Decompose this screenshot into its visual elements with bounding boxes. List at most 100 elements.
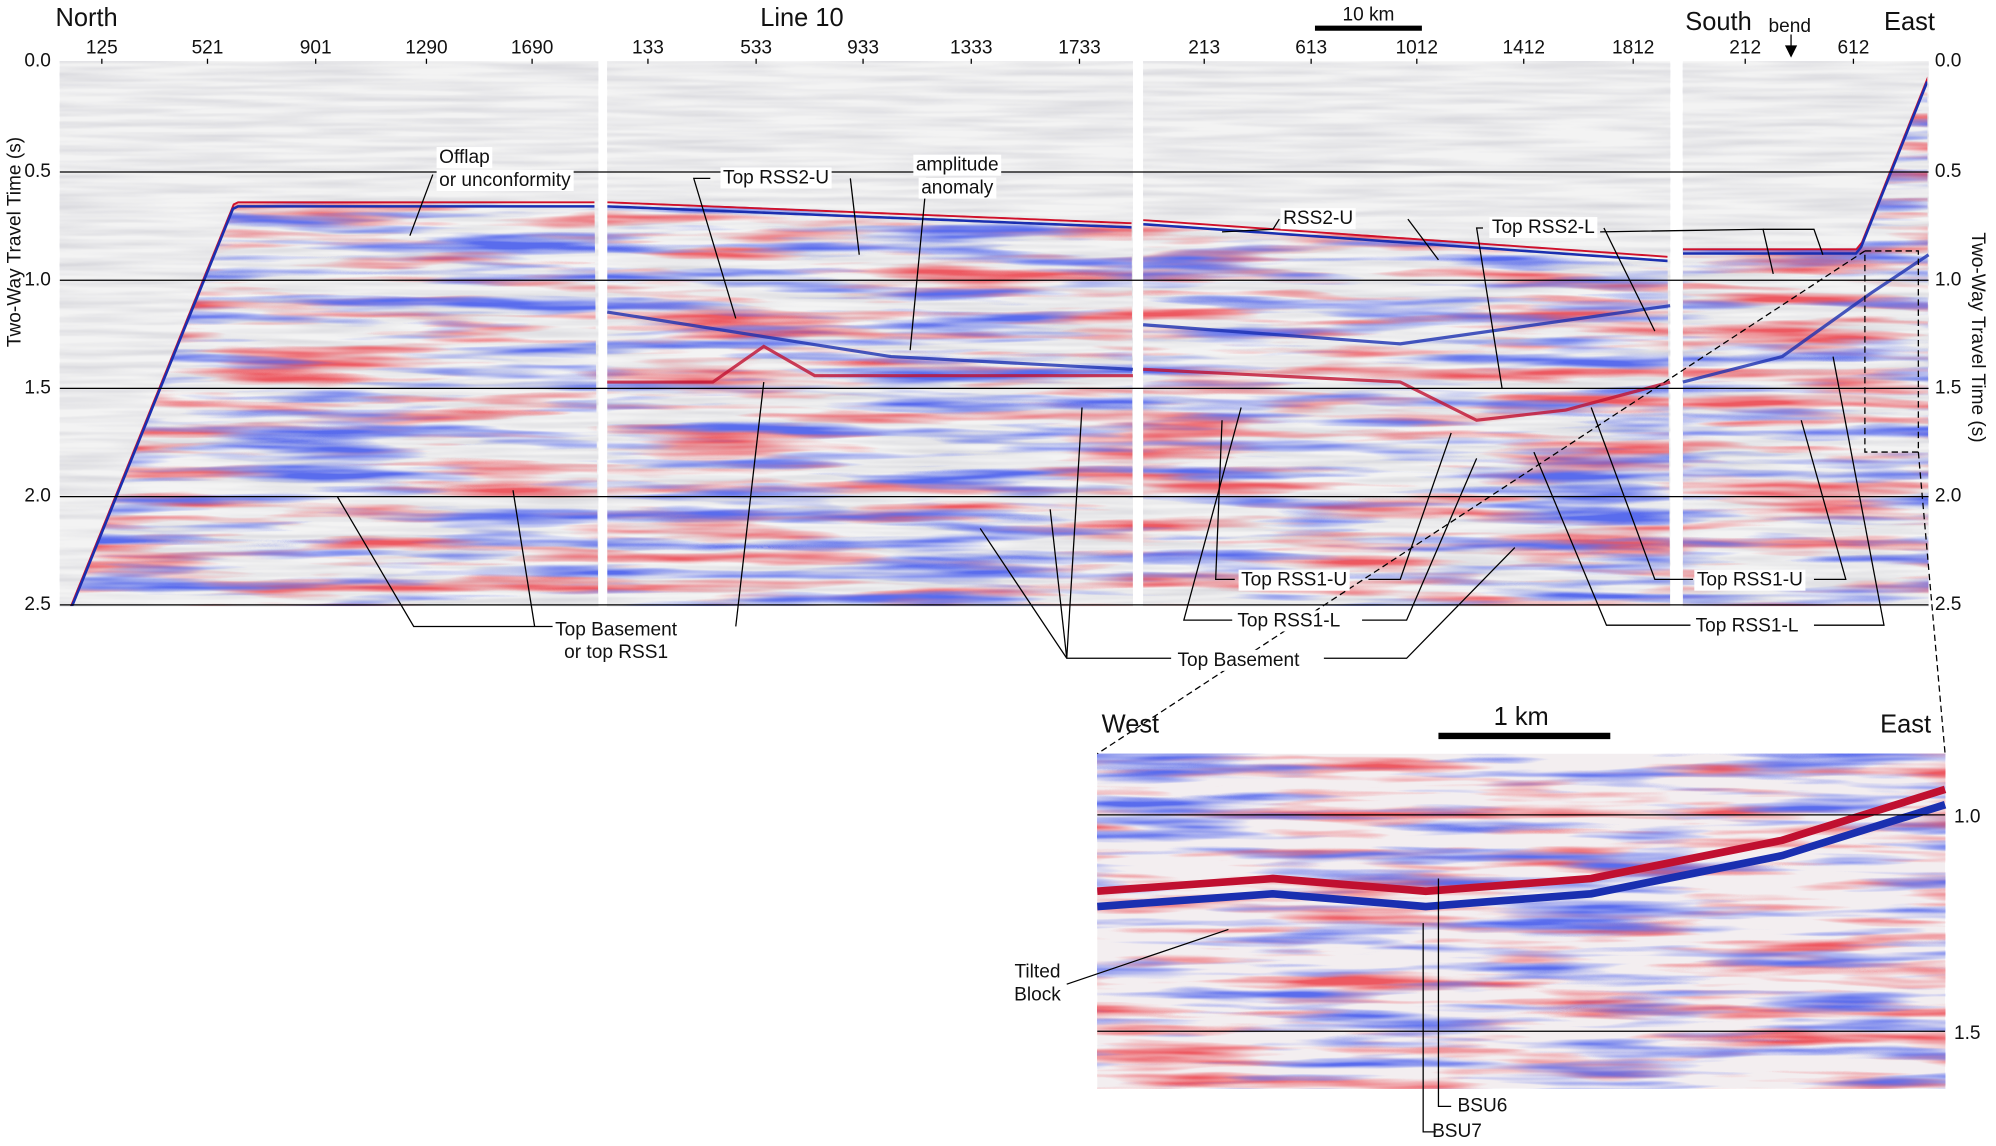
leader [1183,407,1242,621]
leader [1407,218,1439,261]
annotation: or unconformity [439,170,571,191]
annotation: Top RSS1-L [1696,616,1799,637]
label-bg [1694,569,1806,591]
horizon [1142,304,1671,346]
cdp-label: 1733 [1058,38,1100,59]
y-tick-label: 0.0 [24,50,51,71]
leader [1603,227,1656,332]
y-tick-label: 0.5 [24,161,51,182]
label-bg [1489,217,1598,239]
leader [336,496,561,628]
cdp-label: 1690 [511,38,553,59]
leader [1368,432,1452,581]
leader [1437,878,1452,1108]
annotation: Top RSS1-U [1241,570,1347,591]
inset-header: West [1102,710,1159,738]
annotation: Top RSS1-U [1697,570,1803,591]
leader [512,490,536,627]
cdp-label: 125 [86,38,118,59]
inset-blue [1097,753,1946,1089]
y-tick-label: 1.0 [1935,269,1962,290]
header-label: 10 km [1342,4,1394,25]
cdp-label: 212 [1729,38,1761,59]
inset-header: East [1880,710,1931,738]
horizon [1143,367,1671,422]
cdp-label: 933 [847,38,879,59]
leader [1800,420,1847,581]
header-label: bend [1769,16,1811,37]
inset-label: Tilted [1014,962,1060,983]
label-bg [1280,208,1356,230]
annotation: anomaly [921,178,994,199]
bend-arrow [1784,34,1798,58]
horizon [606,310,1134,371]
cdp-label: 901 [300,38,332,59]
y-tick-label: 0.5 [1935,161,1962,182]
annotation: Top Basement [555,619,678,640]
header-label: East [1884,8,1935,36]
seafloor [607,205,1132,229]
annotation: or top RSS1 [564,642,668,663]
leader [1049,509,1068,659]
leader [1533,451,1691,626]
label-bg [1238,569,1350,591]
label-bg [913,154,1002,176]
label-bg [1234,610,1343,632]
horizon [1097,785,1947,896]
annotation: Top RSS1-L [1237,610,1340,631]
y-tick-label: 1.5 [1935,377,1962,398]
cdp-label: 1333 [950,38,992,59]
leader [1222,218,1280,233]
leader [1813,356,1885,626]
horizon [1682,253,1930,384]
annotation: Top RSS2-U [723,167,829,188]
inset-tick: 1.0 [1954,806,1981,827]
seafloor [59,205,595,607]
leader [849,178,860,255]
cdp-label: 613 [1295,38,1327,59]
label-bg [552,619,681,641]
annotation: Offlap [439,147,490,168]
y-tick-label: 2.0 [1935,486,1962,507]
cdp-label: 612 [1838,38,1870,59]
y-tick-label: 2.0 [24,486,51,507]
y-tick-label: 2.5 [1935,594,1962,615]
annotation: RSS2-U [1283,208,1353,229]
leader [409,174,434,236]
seafloor [607,201,1132,225]
seafloor [1143,222,1668,263]
header-label: Line 10 [760,4,843,32]
inset-tick: 1.5 [1954,1023,1981,1044]
y-axis-title: Two-Way Travel Time (s) [4,137,25,347]
header-label: South [1685,8,1751,36]
cdp-label: 1412 [1503,38,1545,59]
leader [1362,458,1478,621]
cdp-label: 213 [1188,38,1220,59]
inset-label: BSU7 [1432,1121,1482,1142]
cdp-label: 133 [632,38,664,59]
cdp-label: 521 [192,38,224,59]
leader [1763,228,1824,255]
inset-label: Block [1014,985,1061,1006]
leader [1066,407,1083,659]
label-bg [1693,615,1802,637]
inset-label: BSU6 [1458,1095,1508,1116]
y-tick-label: 0.0 [1935,50,1962,71]
annotation: Top Basement [1177,650,1300,671]
y-tick-label: 1.0 [24,269,51,290]
inset-outline [1864,250,1919,453]
leader [1422,923,1436,1133]
leader [1215,420,1235,581]
annotation: amplitude [916,155,999,176]
horizon [1097,801,1947,911]
blue-noise [1143,219,1671,607]
leader [735,381,765,627]
leader [1475,227,1503,389]
label-bg [1174,649,1303,671]
cdp-label: 1290 [405,38,447,59]
cdp-label: 1012 [1396,38,1438,59]
leader [692,177,737,319]
seafloor [1682,81,1929,255]
y-axis-title: Two-Way Travel Time (s) [1967,232,1988,442]
